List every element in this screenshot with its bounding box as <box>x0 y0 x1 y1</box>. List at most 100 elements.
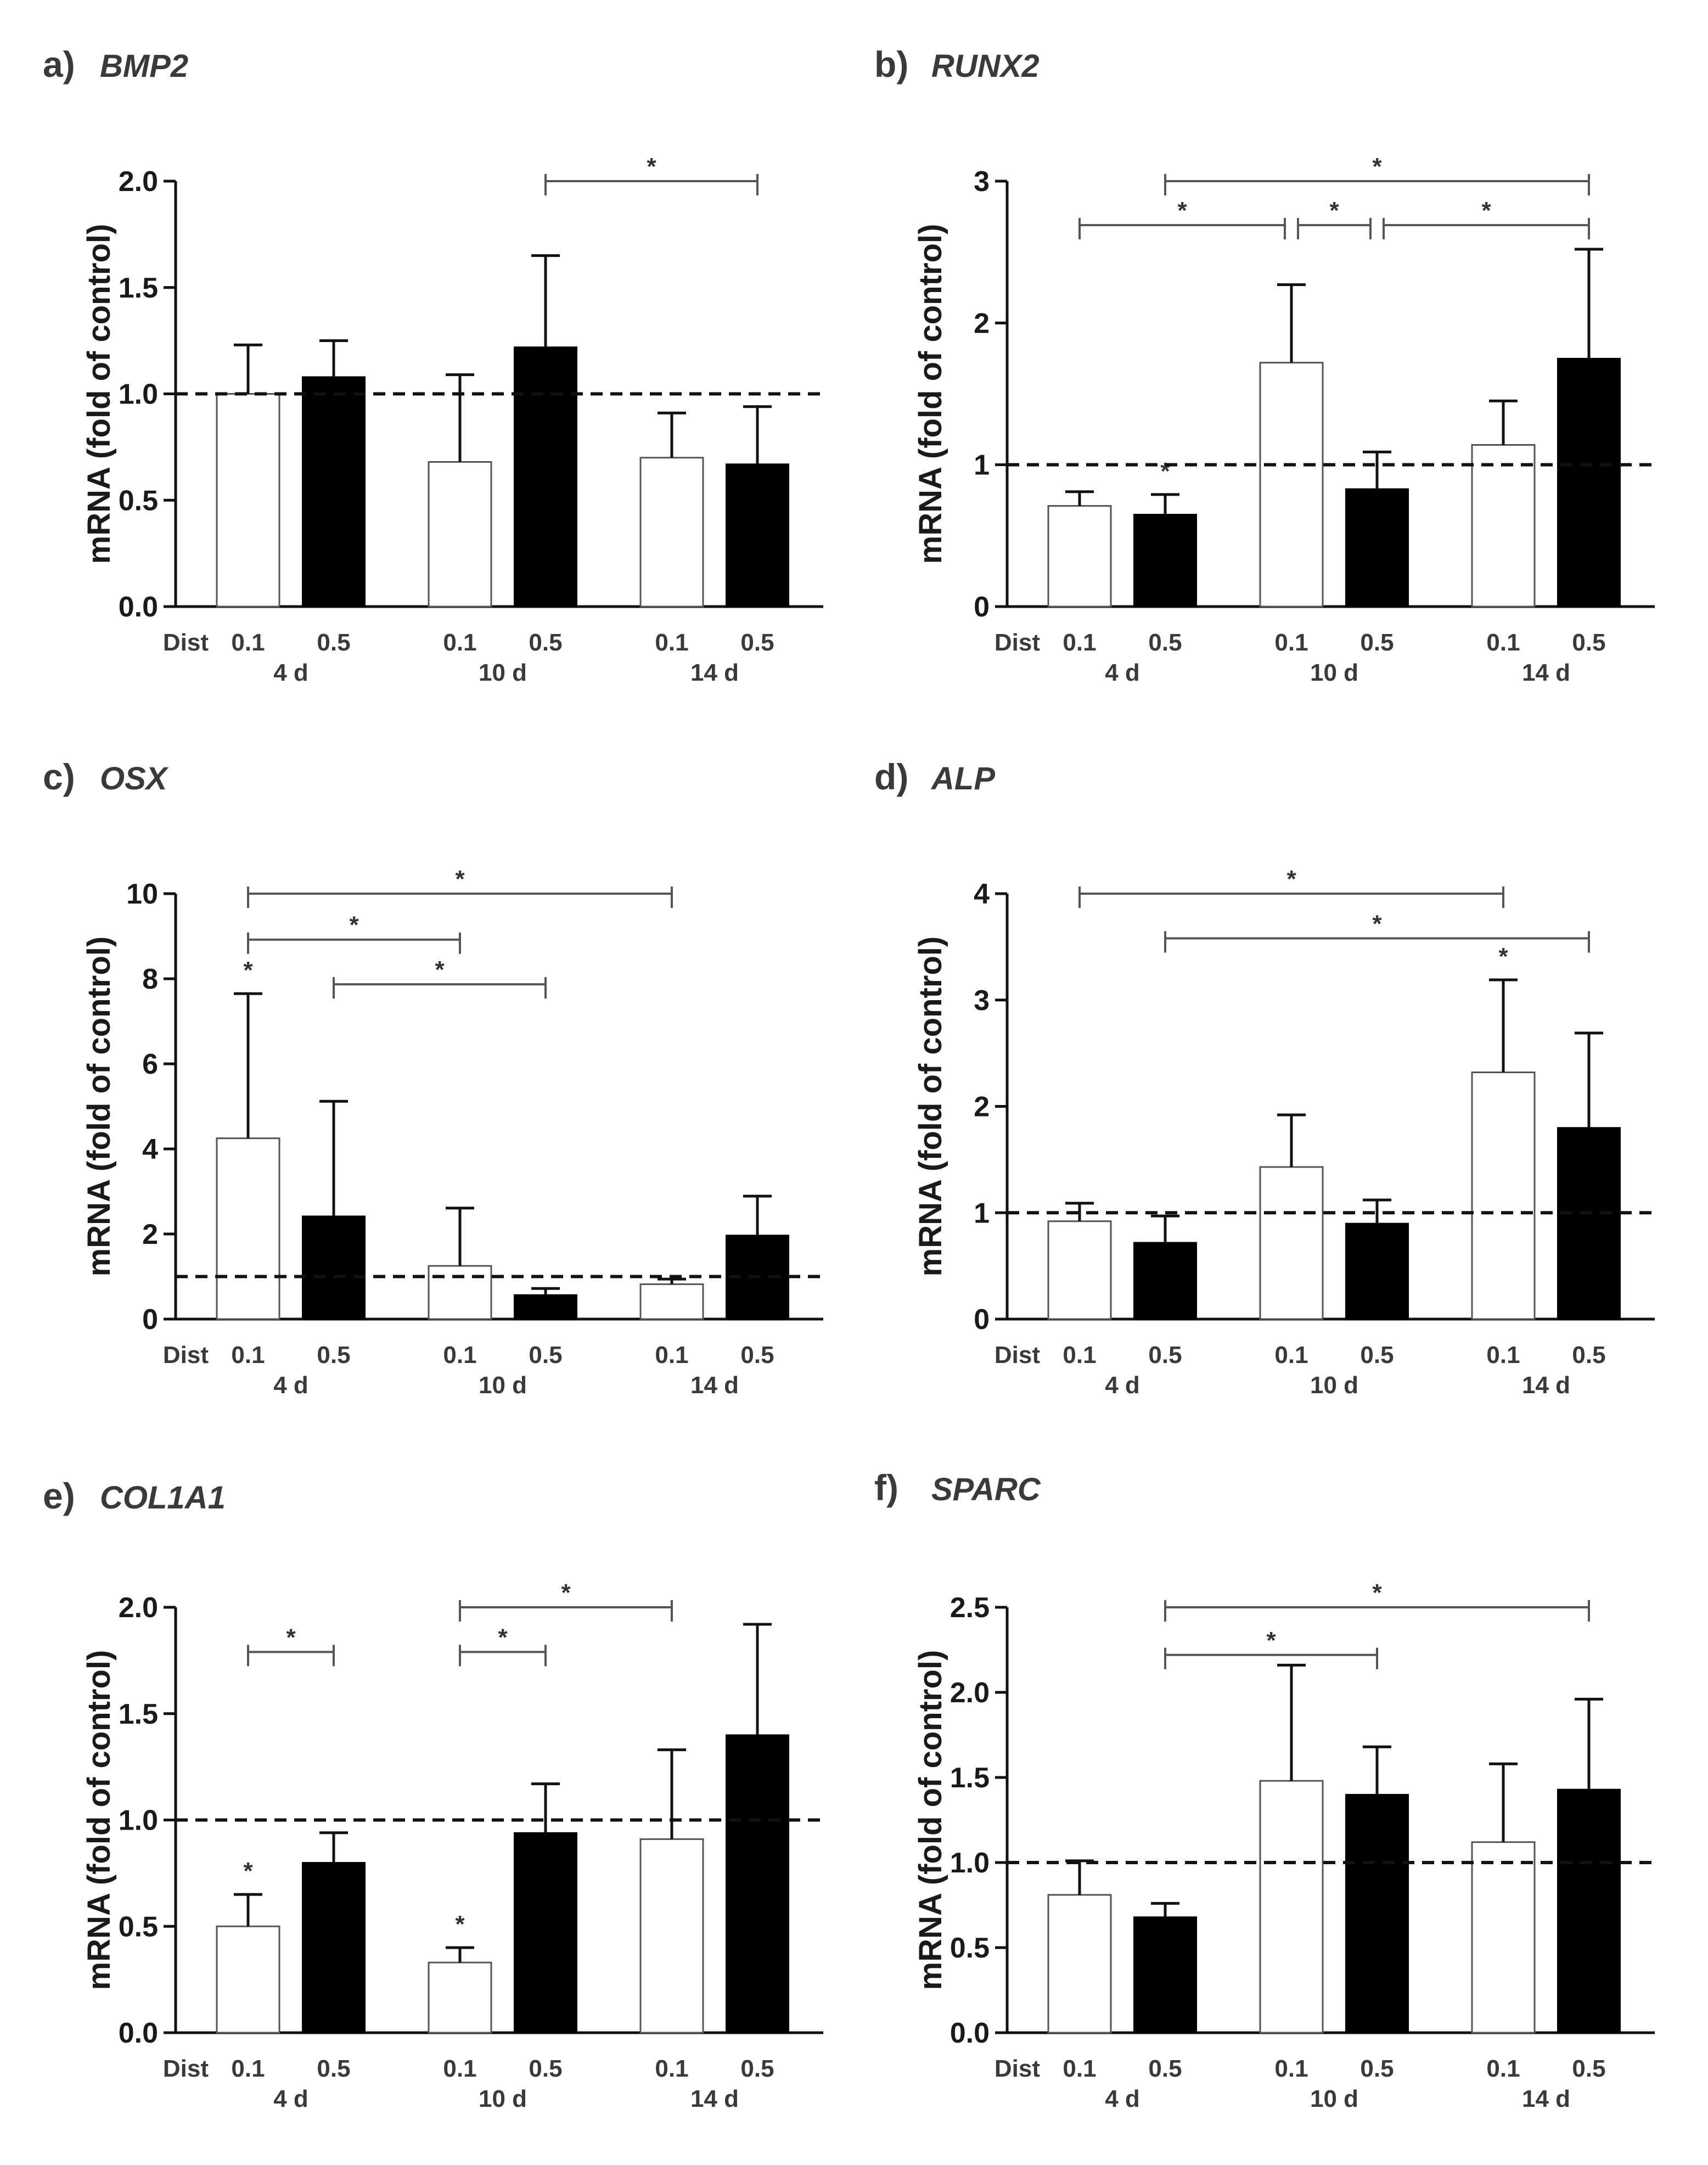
group-label: 10 d <box>479 659 527 686</box>
x-tick-label: 0.1 <box>231 2055 265 2082</box>
bar-4d-0.1 <box>216 1925 280 2034</box>
panel-gene-title: SPARC <box>931 1472 1041 1507</box>
bar-4d-0.5 <box>302 1862 366 2033</box>
x-axis-label: Dist <box>995 2055 1040 2082</box>
group-label: 14 d <box>690 1372 739 1399</box>
group-label: 4 d <box>273 1372 308 1399</box>
group-label: 4 d <box>273 2085 308 2112</box>
x-tick-label: 0.5 <box>740 2055 774 2082</box>
y-tick-label: 0 <box>142 1304 158 1336</box>
bar-10d-0.5 <box>1345 1222 1409 1320</box>
x-axis-label: Dist <box>995 629 1040 656</box>
y-tick-label: 0.5 <box>119 485 158 517</box>
significance-star: * <box>349 912 359 939</box>
panel-gene-title: BMP2 <box>100 48 188 84</box>
bar-4d-0.1 <box>1047 1894 1112 2034</box>
x-axis-label: Dist <box>163 2055 209 2082</box>
bar-10d-0.1 <box>1259 1780 1324 2034</box>
bar-10d-0.1 <box>428 1961 492 2034</box>
x-tick-label: 0.5 <box>1572 629 1605 656</box>
group-label: 4 d <box>1105 659 1140 686</box>
group-label: 14 d <box>690 2085 739 2112</box>
y-axis-label: mRNA (fold of control) <box>81 224 117 564</box>
y-tick-label: 4 <box>142 1134 158 1165</box>
group-label: 10 d <box>1310 659 1358 686</box>
x-tick-label: 0.5 <box>317 1342 350 1368</box>
significance-star: * <box>286 1624 296 1651</box>
x-tick-label: 0.1 <box>443 2055 476 2082</box>
bar-4d-0.5 <box>302 1215 366 1320</box>
x-tick-label: 0.1 <box>443 1342 476 1368</box>
y-axis-label: mRNA (fold of control) <box>913 224 948 564</box>
bar-4d-0.5 <box>1133 514 1197 607</box>
bar-significance-star: * <box>455 1911 465 1938</box>
x-tick-label: 0.5 <box>1360 629 1394 656</box>
x-tick-label: 0.5 <box>1360 2055 1394 2082</box>
y-tick-label: 1 <box>974 450 990 481</box>
y-tick-label: 1.5 <box>950 1762 990 1794</box>
y-tick-label: 4 <box>974 878 990 910</box>
significance-star: * <box>1286 866 1296 893</box>
x-tick-label: 0.5 <box>1148 1342 1182 1368</box>
y-tick-label: 0.0 <box>119 591 158 623</box>
y-tick-label: 8 <box>142 963 158 995</box>
bar-14d-0.5 <box>1557 1127 1621 1320</box>
bar-10d-0.1 <box>1259 362 1324 608</box>
significance-star: * <box>455 866 465 893</box>
y-tick-label: 0.0 <box>950 2017 990 2049</box>
x-tick-label: 0.5 <box>740 1342 774 1368</box>
x-tick-label: 0.5 <box>1148 2055 1182 2082</box>
chart-panel-alp: d) ALP mRNA (fold of control) 0 1 2 3 4 * * * Dist 0… <box>874 756 1655 1399</box>
bar-10d-0.1 <box>428 461 492 608</box>
x-tick-label: 0.5 <box>529 1342 562 1368</box>
x-tick-label: 0.5 <box>317 2055 350 2082</box>
x-tick-label: 0.1 <box>655 629 688 656</box>
x-tick-label: 0.1 <box>1486 2055 1520 2082</box>
bar-14d-0.5 <box>1557 1788 1621 2033</box>
group-label: 14 d <box>690 659 739 686</box>
y-tick-label: 0.5 <box>950 1932 990 1964</box>
group-label: 14 d <box>1522 2085 1570 2112</box>
x-tick-label: 0.5 <box>1360 1342 1394 1368</box>
y-tick-label: 6 <box>142 1048 158 1080</box>
y-axis-label: mRNA (fold of control) <box>913 936 948 1277</box>
x-axis-label: Dist <box>163 629 209 656</box>
x-tick-label: 0.5 <box>317 629 350 656</box>
significance-star: * <box>1372 1579 1382 1606</box>
chart-panel-osx: c) OSX mRNA (fold of control) 0 2 4 6 8 10 * * * * Di… <box>43 756 823 1399</box>
y-tick-label: 2 <box>974 307 990 339</box>
bar-10d-0.1 <box>1259 1166 1324 1320</box>
bar-4d-0.5 <box>1133 1916 1197 2034</box>
bar-4d-0.1 <box>1047 505 1112 608</box>
x-tick-label: 0.5 <box>1572 2055 1605 2082</box>
y-tick-label: 0 <box>974 1304 990 1336</box>
bar-10d-0.5 <box>514 1294 577 1320</box>
chart-panel-col1a1: e) COL1A1 mRNA (fold of control)0.0 0.5 1.0 1… <box>43 1476 823 2112</box>
panel-label: c) <box>43 756 75 797</box>
chart-panel-runx2: b) RUNX2 mRNA (fold of control) 0 1 2 3 * * * * * Di… <box>874 44 1655 686</box>
group-label: 10 d <box>479 1372 527 1399</box>
bar-significance-star: * <box>1160 458 1170 485</box>
x-tick-label: 0.5 <box>1572 1342 1605 1368</box>
y-axis-label: mRNA (fold of control) <box>81 1650 117 1990</box>
bar-10d-0.5 <box>1345 488 1409 607</box>
significance-star: * <box>1372 153 1382 180</box>
bar-significance-star: * <box>243 1858 253 1884</box>
bar-10d-0.5 <box>514 1832 577 2033</box>
x-tick-label: 0.5 <box>740 629 774 656</box>
bar-14d-0.5 <box>726 463 789 607</box>
bar-4d-0.5 <box>302 376 366 607</box>
y-tick-label: 10 <box>126 878 158 910</box>
significance-star: * <box>435 956 445 983</box>
bar-significance-star: * <box>243 957 253 984</box>
y-tick-label: 1.5 <box>119 1698 158 1730</box>
x-tick-label: 0.5 <box>529 629 562 656</box>
bar-14d-0.1 <box>1471 1072 1536 1320</box>
bar-4d-0.1 <box>1047 1220 1112 1320</box>
significance-star: * <box>1372 910 1382 937</box>
y-tick-label: 1.0 <box>950 1847 990 1879</box>
significance-star: * <box>1481 197 1491 224</box>
bar-14d-0.5 <box>726 1734 789 2033</box>
significance-star: * <box>1329 197 1339 224</box>
